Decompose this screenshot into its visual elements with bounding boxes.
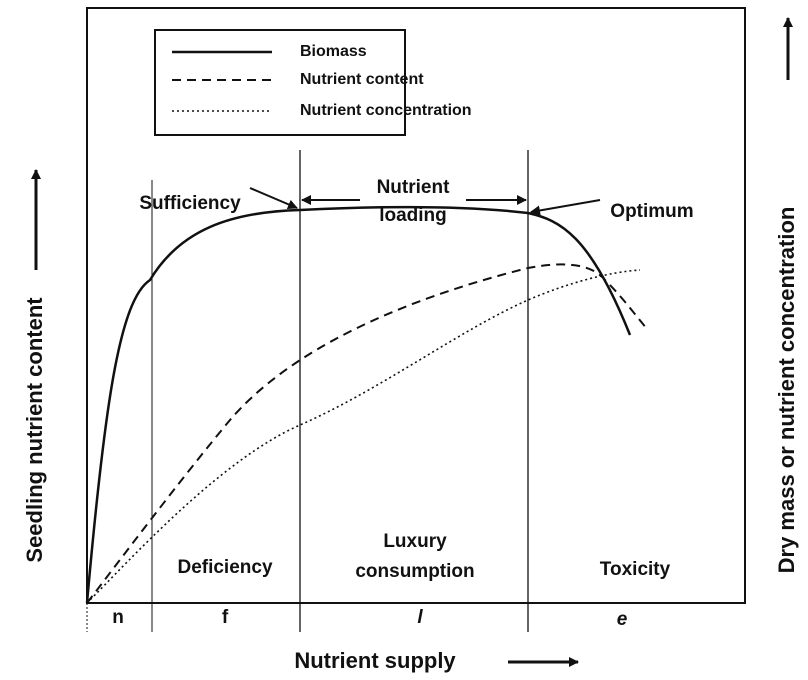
- biomass-curve: [85, 205, 632, 604]
- phase-label: n: [112, 607, 124, 628]
- phase-label: l: [417, 607, 423, 628]
- annotation: loading: [379, 205, 447, 226]
- arrow: [530, 199, 601, 216]
- legend-label: Nutrient concentration: [300, 102, 472, 119]
- y2-axis-label: Dry mass or nutrient concentration: [774, 207, 799, 574]
- legend-label: Biomass: [300, 43, 367, 60]
- annotation: Optimum: [610, 201, 693, 222]
- legend-box: [154, 29, 406, 136]
- content-curve: [86, 263, 649, 604]
- region-label: consumption: [355, 561, 474, 582]
- arrow: [249, 187, 298, 210]
- region-label: Deficiency: [177, 557, 272, 578]
- phase-label: f: [222, 607, 229, 628]
- y-axis-label: Seedling nutrient content: [22, 297, 47, 563]
- annotation: Sufficiency: [139, 193, 241, 214]
- x-axis-label: Nutrient supply: [294, 648, 456, 673]
- legend-label: Nutrient content: [300, 71, 424, 88]
- region-label: Luxury: [383, 531, 447, 552]
- concentration-curve: [86, 269, 641, 604]
- annotation: Nutrient: [377, 177, 451, 198]
- plot-frame: [86, 7, 746, 604]
- region-label: Toxicity: [600, 559, 671, 580]
- phase-label: e: [617, 609, 628, 630]
